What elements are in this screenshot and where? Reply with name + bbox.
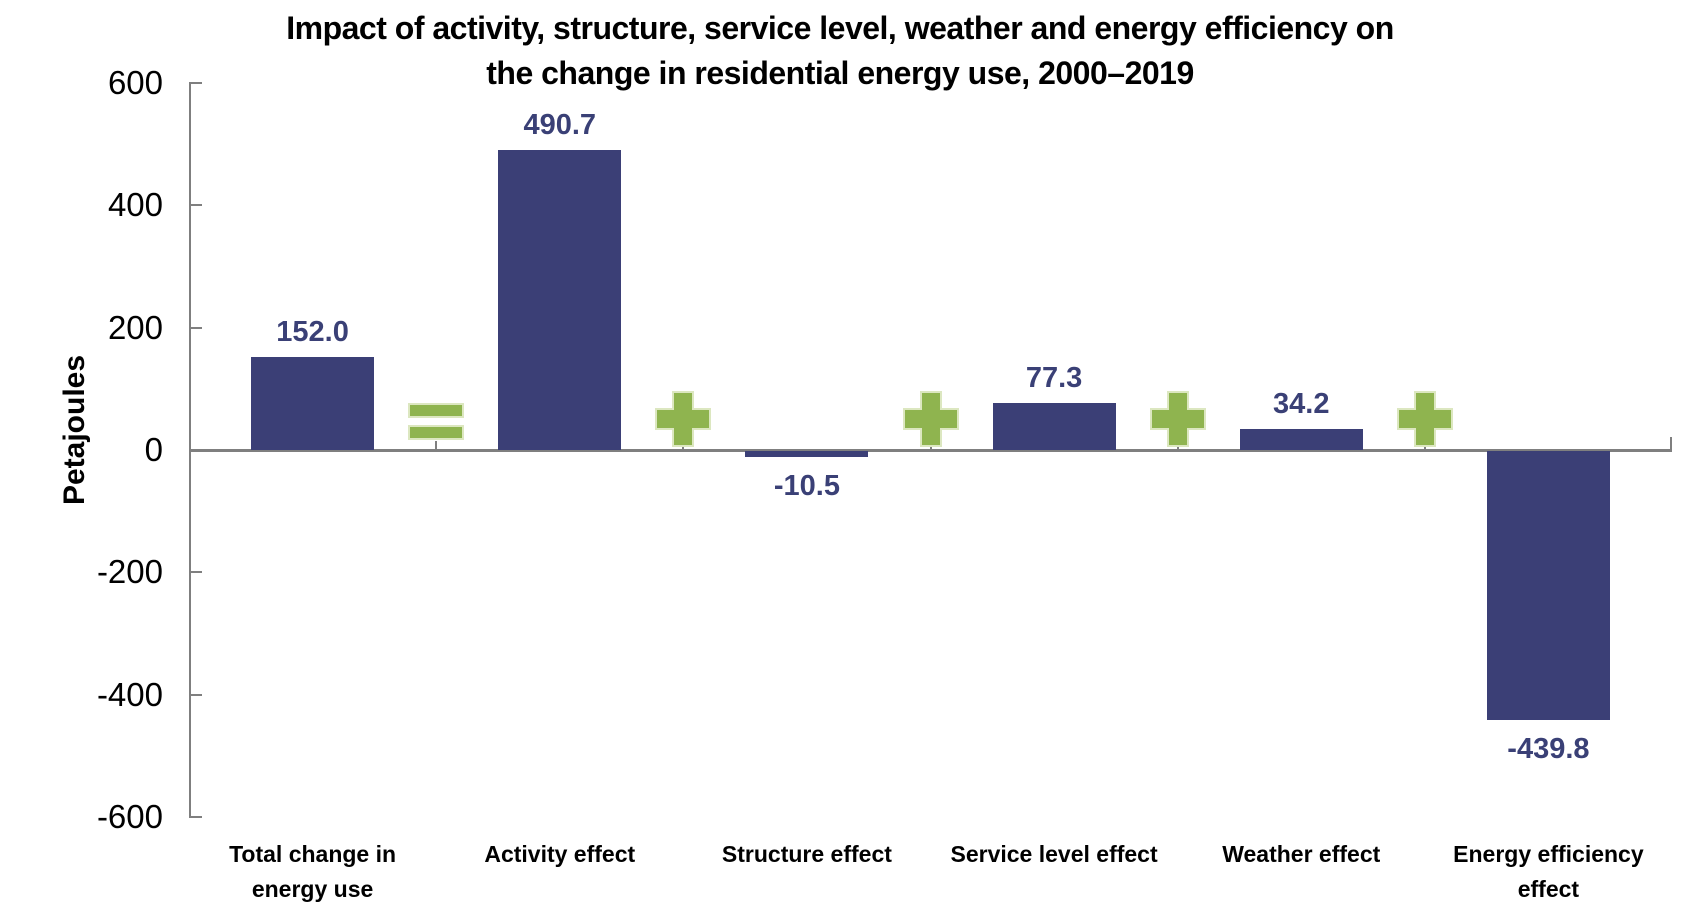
y-axis-tick-label: 200 [107,308,163,346]
category-label-activity-effect: Activity effect [484,841,636,867]
y-axis-tick [189,571,202,574]
y-axis-tick-label: 600 [107,64,163,101]
chart-title: Impact of activity, structure, service l… [165,6,1515,96]
y-axis-tick-label: -600 [96,798,163,835]
x-axis-line [189,449,1672,452]
y-axis-tick [189,326,202,329]
plus-operator-icon [902,391,959,447]
value-label-activity-effect: 490.7 [523,108,597,141]
y-axis-tick [189,204,202,207]
x-axis-tick [435,441,438,450]
equals-operator-icon [408,393,465,449]
chart-title-line-2: the change in residential energy use, 20… [486,55,1194,91]
plus-operator-icon [1396,391,1453,447]
y-axis-tick-label: -400 [96,675,163,713]
category-label-structure-effect: Structure effect [721,841,892,867]
category-label-service-level-effect: Service level effect [950,841,1158,867]
plus-operator-icon [655,391,712,447]
y-axis-tick [189,816,202,818]
y-axis-tick-label: 0 [144,431,163,468]
plus-operator-icon [1149,391,1206,447]
bar-structure-effect [745,451,869,458]
value-label-total-change-in-energy-use: 152.0 [276,316,349,349]
value-label-structure-effect: -10.5 [773,470,840,503]
y-axis-tick-label: 400 [107,186,163,224]
value-label-energy-efficiency-effect: -439.8 [1507,733,1590,765]
category-label-energy-efficiency-effect: Energy efficiency effect [1453,841,1644,902]
bar-activity-effect [498,149,622,450]
category-label-total-change-in-energy-use: Total change in energy use [229,841,397,902]
y-axis-tick [189,82,202,84]
chart-title-line-1: Impact of activity, structure, service l… [286,10,1394,46]
bar-energy-efficiency-effect [1486,451,1610,720]
bar-service-level-effect [992,402,1116,450]
value-label-service-level-effect: 77.3 [1025,361,1083,394]
category-label-weather-effect: Weather effect [1222,841,1381,867]
bar-weather-effect [1239,429,1363,450]
value-label-weather-effect: 34.2 [1273,388,1330,421]
y-axis-tick [189,449,202,451]
x-axis-end-tick [1670,437,1672,450]
y-axis-tick-label: -200 [96,553,163,591]
y-axis-tick [189,693,202,696]
bar-total-change-in-energy-use [251,357,375,450]
